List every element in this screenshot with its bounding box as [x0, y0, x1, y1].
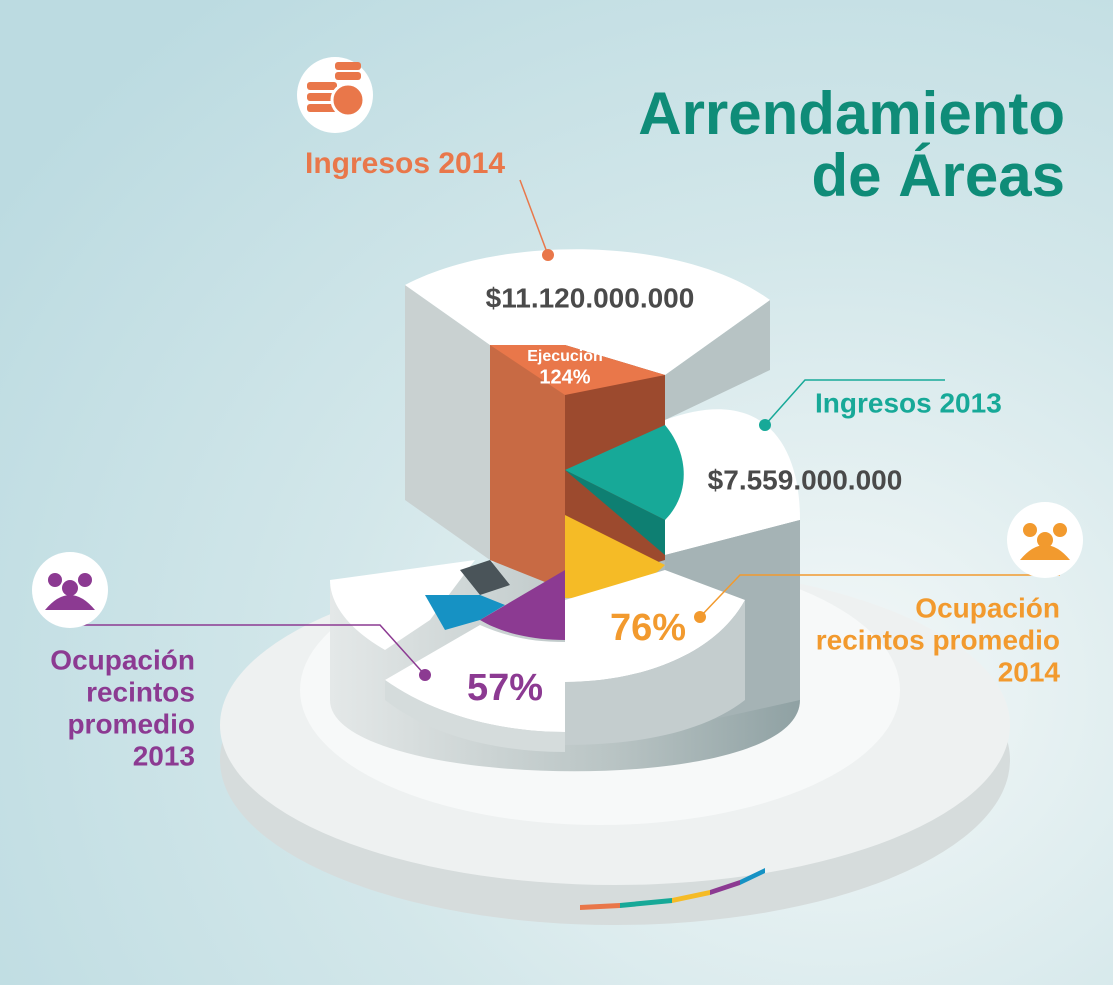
strip [580, 903, 620, 910]
purple-sector [480, 570, 565, 640]
strip [740, 868, 765, 885]
label: promedio [67, 708, 195, 739]
title: Arrendamiento [638, 80, 1065, 147]
teal-sector [565, 425, 684, 520]
leader-line [699, 574, 1060, 618]
slice-76-top [565, 570, 745, 682]
label: recintos [86, 676, 195, 707]
value: 76% [610, 607, 686, 649]
slice-left-top [330, 560, 475, 650]
label: Ingresos 2014 [305, 147, 505, 180]
people-icon [32, 552, 108, 628]
title: de Áreas [812, 142, 1065, 209]
label: Ocupación [915, 592, 1060, 623]
leader-dot [419, 669, 431, 681]
execution-top [490, 345, 665, 395]
execution-value: 124% [539, 366, 590, 388]
label: Ocupación [50, 644, 195, 675]
coins-icon [297, 57, 373, 133]
label: 2014 [998, 656, 1061, 687]
block-left-face [405, 285, 490, 560]
block-right-face [665, 300, 770, 420]
dark-sector [460, 560, 510, 595]
people-icon [1007, 502, 1083, 578]
leader-dot [542, 249, 554, 261]
strip [710, 880, 740, 895]
slice-57-top [385, 625, 565, 732]
value: 57% [467, 667, 543, 709]
leader-dot [759, 419, 771, 431]
yellow-sector [565, 515, 665, 598]
strip [620, 898, 672, 908]
leader-line [60, 624, 426, 676]
value: $7.559.000.000 [708, 464, 903, 495]
leader-line [764, 379, 945, 426]
teal-sector-side [565, 470, 665, 555]
label: recintos promedio [816, 624, 1060, 655]
block-top [405, 249, 770, 375]
slice-76-side [565, 600, 745, 745]
label: Ingresos 2013 [815, 387, 1002, 418]
leader-line [519, 179, 549, 256]
value: $11.120.000.000 [486, 282, 695, 313]
slice-2013-top [665, 409, 800, 555]
leader-dot [694, 611, 706, 623]
execution-front [490, 345, 565, 590]
slice-57-side [385, 680, 565, 752]
label: 2013 [133, 740, 195, 771]
blue-sector [425, 595, 505, 630]
execution-label: Ejecución [527, 348, 603, 365]
strip [672, 890, 710, 903]
